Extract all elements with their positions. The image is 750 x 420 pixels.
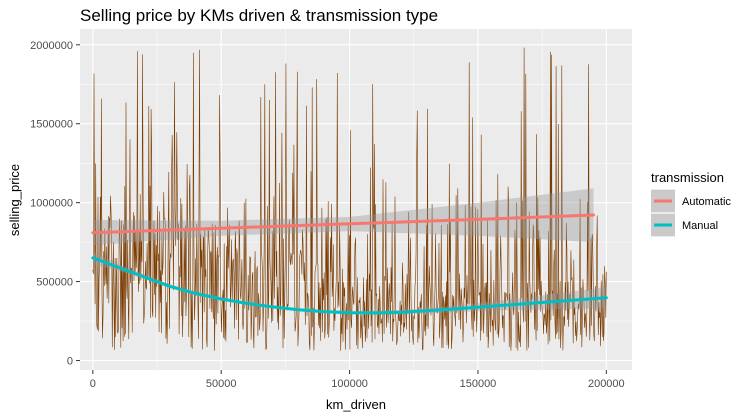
legend-keys: Automatic Manual — [651, 189, 731, 237]
series-line-automatic — [91, 213, 595, 235]
x-tick-label-0: 0 — [90, 378, 96, 390]
smooth-lines — [91, 213, 608, 315]
x-axis-label: km_driven — [326, 397, 386, 412]
series-line-manual — [91, 256, 608, 315]
raw-observations — [92, 47, 607, 351]
legend-label-0: Automatic — [682, 196, 731, 208]
x-tick-label-2: 100000 — [331, 378, 368, 390]
chart-title: Selling price by KMs driven & transmissi… — [80, 6, 438, 25]
x-tick-label-3: 150000 — [460, 378, 497, 390]
y-tick-label-1: 500000 — [36, 277, 73, 289]
x-axis: 0 50000 100000 150000 200000 — [90, 370, 625, 390]
x-tick-label-1: 50000 — [206, 378, 237, 390]
y-tick-label-2: 1000000 — [30, 198, 73, 210]
legend-label-1: Manual — [682, 220, 718, 232]
legend: transmission Automatic Manual — [651, 170, 731, 237]
y-tick-label-3: 1500000 — [30, 119, 73, 131]
raw-line — [92, 47, 607, 351]
x-tick-label-4: 200000 — [588, 378, 625, 390]
y-axis: 0 500000 1000000 1500000 2000000 — [30, 40, 80, 368]
legend-title: transmission — [651, 170, 724, 185]
ribbon-automatic — [92, 188, 594, 246]
y-tick-label-4: 2000000 — [30, 40, 73, 52]
y-tick-label-0: 0 — [67, 356, 73, 368]
y-axis-label: selling_price — [7, 164, 22, 236]
